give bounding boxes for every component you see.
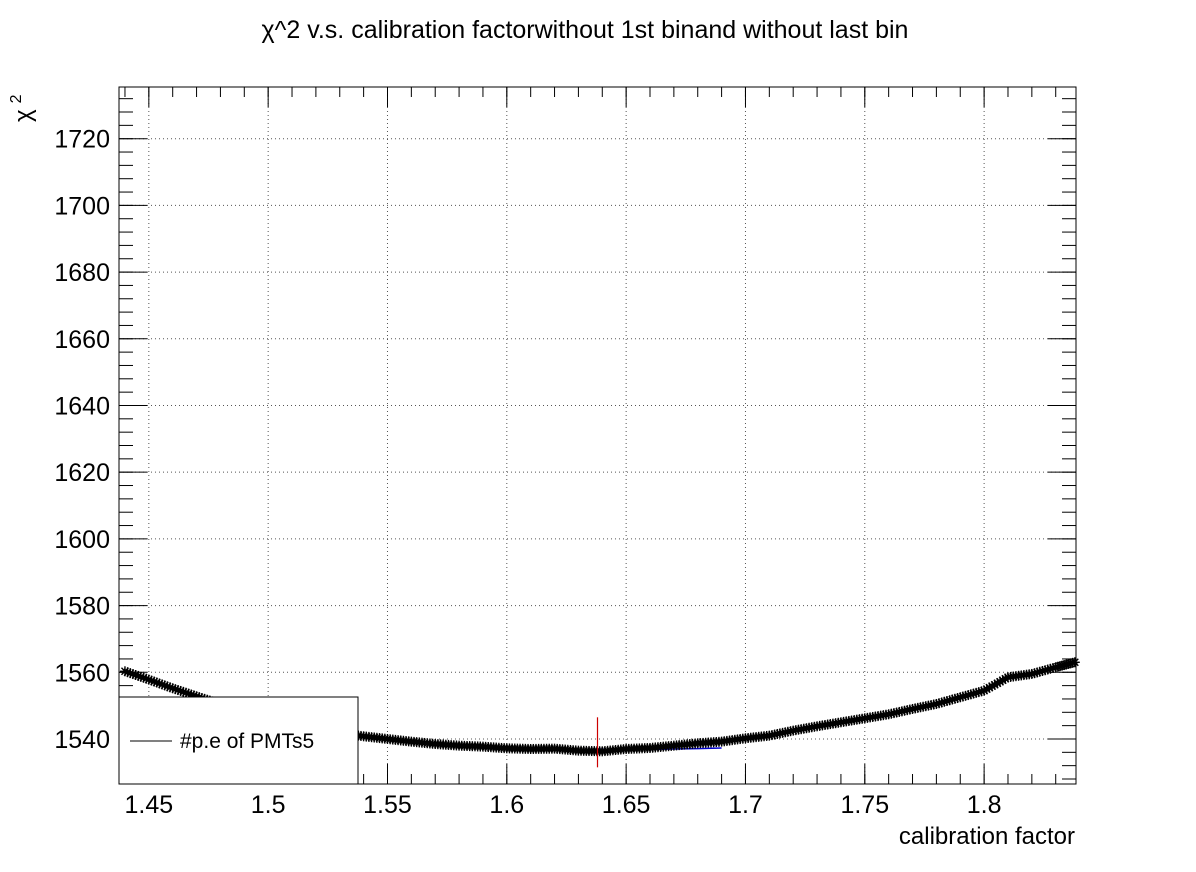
y-axis-title: χ2 xyxy=(8,94,37,122)
x-tick-label: 1.7 xyxy=(728,791,763,819)
legend-entry-label: #p.e of PMTs5 xyxy=(180,730,314,753)
legend: #p.e of PMTs5 xyxy=(118,696,359,785)
y-tick-label: 1560 xyxy=(54,659,110,687)
x-tick-label: 1.55 xyxy=(363,791,412,819)
axis-ticks xyxy=(119,87,1076,784)
y-tick-label: 1580 xyxy=(54,593,110,621)
y-tick-label: 1680 xyxy=(54,259,110,287)
data-point xyxy=(1069,657,1080,668)
chart-title: χ^2 v.s. calibration factorwithout 1st b… xyxy=(262,16,909,44)
y-axis-title-superscript: 2 xyxy=(8,94,25,103)
y-tick-label: 1600 xyxy=(54,526,110,554)
y-tick-label: 1720 xyxy=(54,126,110,154)
svg-text:χ2: χ2 xyxy=(8,94,37,122)
y-tick-label: 1540 xyxy=(54,726,110,754)
grid-lines xyxy=(119,87,1076,784)
x-tick-label: 1.8 xyxy=(967,791,1002,819)
plot-frame xyxy=(118,86,1077,785)
x-tick-label: 1.6 xyxy=(489,791,524,819)
y-tick-label: 1640 xyxy=(54,392,110,420)
x-tick-label: 1.45 xyxy=(124,791,173,819)
x-tick-label: 1.75 xyxy=(840,791,889,819)
x-tick-label: 1.65 xyxy=(602,791,651,819)
x-axis-title: calibration factor xyxy=(899,823,1075,850)
y-tick-labels: 1540 1560 1580 1600 1620 1640 1660 1680 1700 1720 xyxy=(54,126,110,754)
y-axis-title-main: χ xyxy=(10,109,37,122)
y-tick-label: 1660 xyxy=(54,326,110,354)
y-tick-label: 1700 xyxy=(54,192,110,220)
x-tick-label: 1.5 xyxy=(251,791,286,819)
x-tick-labels: 1.45 1.5 1.55 1.6 1.65 1.7 1.75 1.8 xyxy=(124,791,1001,819)
y-tick-label: 1620 xyxy=(54,459,110,487)
